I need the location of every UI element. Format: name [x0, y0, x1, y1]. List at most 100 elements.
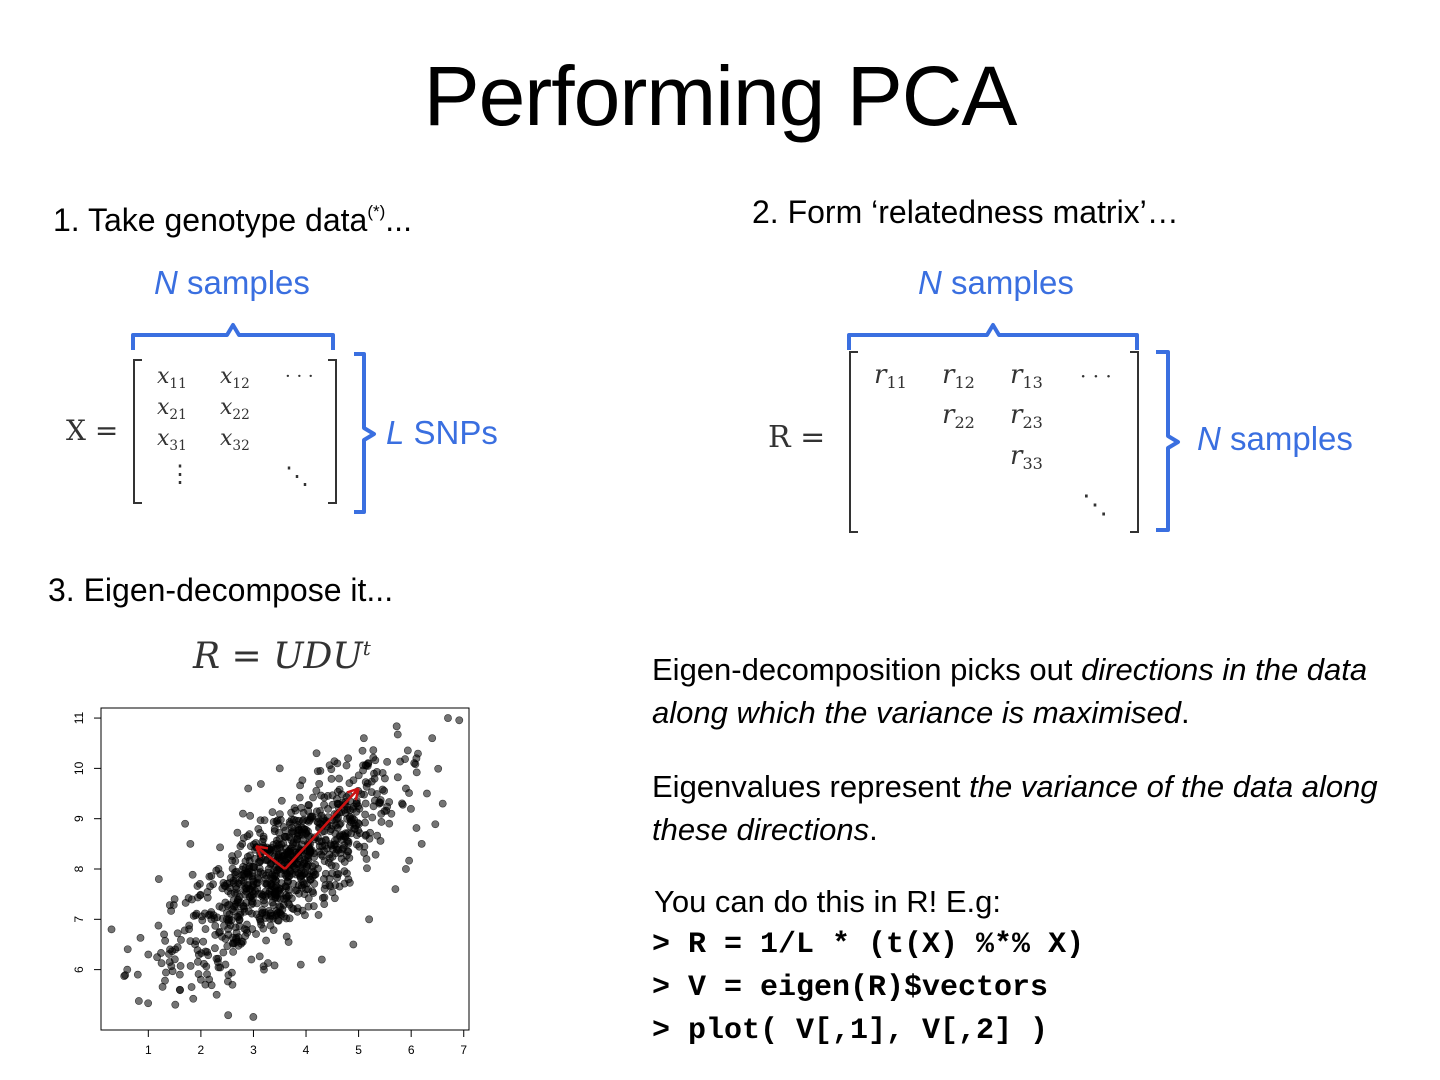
scatter-point: [391, 885, 400, 894]
scatter-point: [335, 774, 343, 783]
scatter-point: [312, 786, 321, 795]
scatter-point: [120, 972, 129, 980]
scatter-point: [387, 809, 396, 818]
scatter-point: [193, 893, 202, 902]
scatter-point: [186, 839, 195, 848]
x-cell-31: x31: [157, 426, 187, 454]
x-side-brace-label: L SNPs: [386, 414, 498, 451]
scatter-point: [291, 806, 300, 815]
scatter-point: [369, 753, 378, 762]
scatter-point: [200, 909, 209, 918]
scatter-point: [201, 925, 210, 933]
r-cell-23: r23: [1010, 400, 1043, 432]
scatter-point: [327, 825, 336, 834]
scatter-point: [186, 962, 195, 970]
scatter-point: [123, 965, 132, 974]
scatter-point: [203, 888, 212, 896]
scatter-point: [294, 824, 303, 832]
x-tick-label: 6: [408, 1043, 415, 1057]
x-tick-label: 7: [460, 1043, 467, 1057]
pca-arrow-head: [255, 845, 269, 850]
scatter-point: [296, 960, 305, 969]
scatter-point: [189, 994, 198, 1003]
scatter-point: [243, 832, 252, 841]
scatter-point: [219, 948, 228, 957]
r-dots-horizontal: · · ·: [1080, 364, 1112, 388]
scatter-point: [377, 818, 386, 826]
scatter-point: [154, 921, 163, 930]
scatter-point: [314, 814, 323, 823]
scatter-point: [362, 782, 371, 791]
r-side-brace: [1156, 350, 1180, 532]
scatter-point: [371, 850, 380, 859]
scatter-chart: 1 2 3 4 5 6 7 6 7 8 9 10 11: [72, 707, 470, 1057]
pca-arrow-head: [254, 845, 262, 858]
code-line-2: > V = eigen(R)$vectors: [652, 971, 1049, 1005]
code-line-3: > plot( V[,1], V[,2] ): [652, 1014, 1049, 1048]
scatter-point: [380, 786, 389, 795]
scatter-point: [320, 800, 329, 809]
scatter-point: [327, 765, 336, 774]
scatter-point: [299, 878, 308, 887]
scatter-point: [157, 949, 165, 957]
scatter-point: [269, 818, 278, 826]
scatter-point: [162, 968, 170, 977]
scatter-point: [185, 921, 194, 930]
scatter-point: [258, 906, 267, 914]
scatter-point: [272, 836, 281, 845]
scatter-point: [434, 764, 443, 773]
scatter-point: [207, 872, 216, 880]
scatter-point: [302, 885, 310, 894]
scatter-point: [286, 820, 294, 828]
scatter-point: [216, 843, 224, 852]
scatter-point: [260, 899, 269, 908]
pca-arrow: [284, 787, 360, 870]
scatter-point: [380, 774, 389, 783]
scatter-point: [188, 870, 197, 879]
scatter-point: [315, 779, 324, 788]
scatter-point: [254, 857, 263, 866]
scatter-point: [320, 793, 329, 802]
scatter-point: [234, 850, 242, 858]
scatter-point: [412, 824, 421, 832]
scatter-point: [203, 970, 211, 979]
scatter-point: [136, 934, 145, 942]
scatter-point: [273, 844, 282, 853]
scatter-point: [279, 823, 288, 831]
scatter-point: [392, 722, 401, 731]
scatter-point: [249, 890, 258, 899]
scatter-point: [343, 805, 352, 814]
scatter-point: [107, 925, 116, 934]
scatter-point: [233, 828, 242, 837]
r-cell-33: r33: [1010, 441, 1043, 473]
scatter-point: [337, 790, 346, 799]
scatter-point: [202, 962, 211, 971]
x-top-brace-text: samples: [177, 264, 310, 301]
x-cell-32: x32: [220, 426, 250, 454]
scatter-point: [213, 958, 222, 967]
scatter-point: [199, 937, 208, 946]
scatter-point: [393, 730, 402, 739]
scatter-point: [334, 869, 343, 878]
scatter-point: [307, 813, 316, 821]
scatter-point: [370, 769, 378, 778]
scatter-point: [165, 958, 174, 966]
scatter-point: [412, 754, 421, 763]
scatter-point: [431, 820, 440, 829]
slide-title: Performing PCA: [423, 49, 1018, 143]
scatter-point: [270, 961, 279, 970]
scatter-point: [211, 922, 220, 930]
scatter-point: [412, 768, 421, 777]
x-cell-12: x12: [220, 364, 250, 392]
scatter-point: [368, 813, 377, 822]
r-cell-13: r13: [1010, 360, 1043, 392]
scatter-point: [428, 734, 437, 743]
scatter-point: [242, 920, 251, 929]
scatter-point: [187, 983, 196, 991]
scatter-point: [276, 810, 284, 819]
scatter-point: [282, 914, 291, 923]
step1-text: 1. Take genotype data: [53, 202, 368, 238]
x-lhs: X =: [66, 414, 119, 447]
scatter-point: [180, 926, 189, 935]
